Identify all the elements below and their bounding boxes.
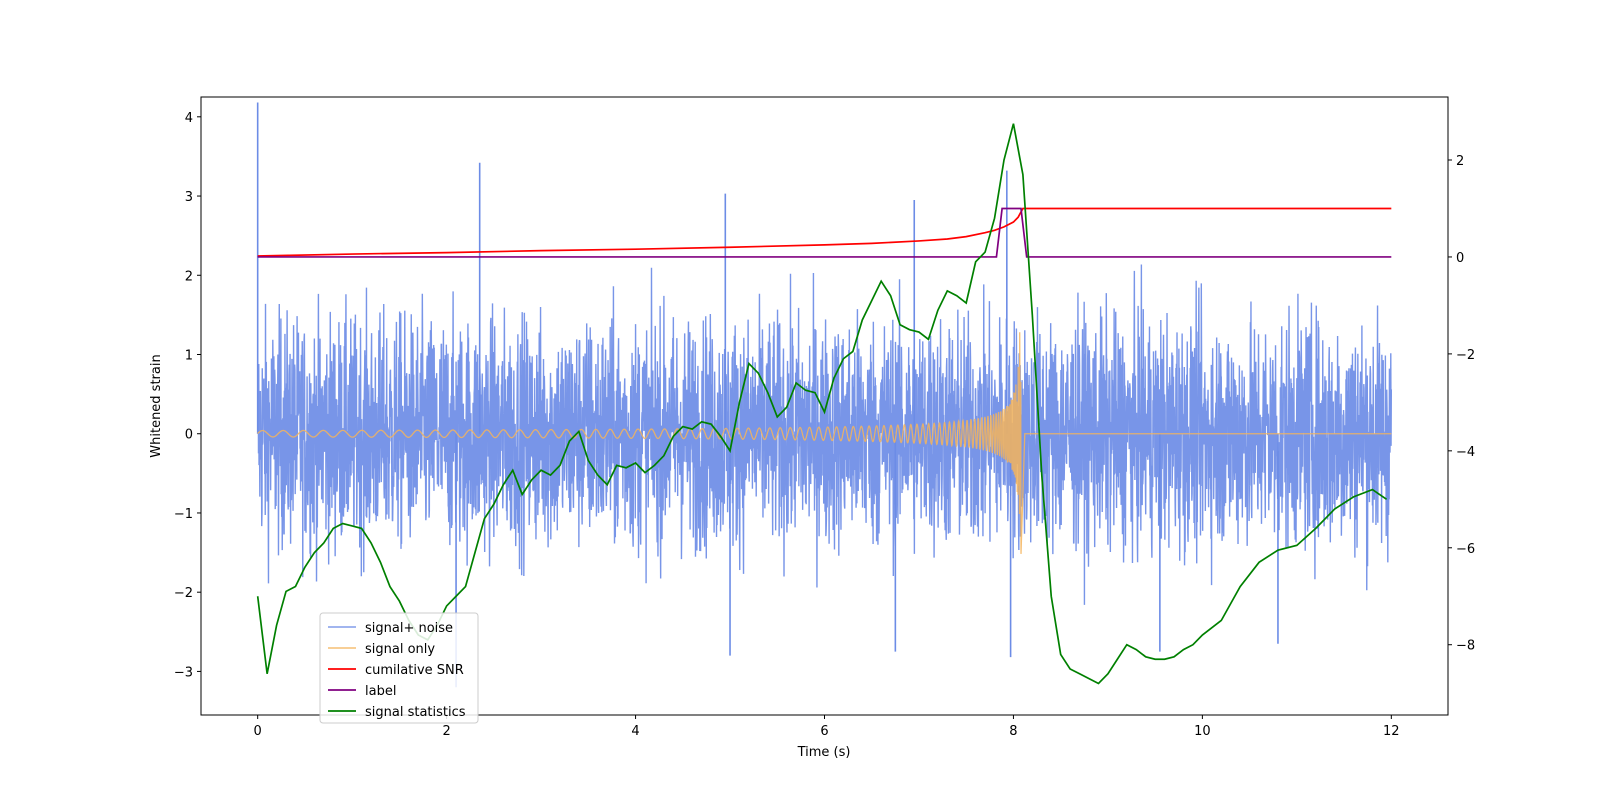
x-tick-label: 12 (1383, 724, 1400, 739)
y-tick-label: 1 (185, 349, 193, 364)
legend-label-cumilative-snr: cumilative SNR (365, 663, 464, 678)
y-tick-label: 0 (185, 428, 193, 443)
y-axis-label: Whitened strain (149, 354, 164, 457)
y2-tick-label: −4 (1456, 445, 1475, 460)
legend-box (319, 612, 479, 724)
y-tick-label: 3 (185, 190, 193, 205)
x-tick-label: 10 (1194, 724, 1211, 739)
y-tick-label: 4 (185, 111, 193, 126)
y-tick-label: 2 (185, 269, 193, 284)
series-cumilative-snr-line (257, 207, 1392, 257)
y-tick-label: −2 (174, 586, 193, 601)
y-tick-label: −1 (174, 507, 193, 522)
x-tick-label: 4 (631, 724, 639, 739)
x-tick-label: 2 (442, 724, 450, 739)
series-signal-noise-line (256, 264, 1393, 605)
y-tick-label: −3 (174, 665, 193, 680)
legend-label-signal-noise: signal+ noise (365, 621, 453, 636)
x-axis-label: Time (s) (797, 745, 851, 760)
y2-tick-label: 2 (1456, 154, 1464, 169)
y2-tick-label: −6 (1456, 542, 1475, 557)
legend-label-signal-statistics: signal statistics (365, 705, 466, 720)
x-tick-label: 6 (820, 724, 828, 739)
legend: signal+ noise signal only cumilative SNR la… (319, 612, 479, 724)
legend-label-signal-only: signal only (365, 642, 435, 657)
x-tick-label: 0 (254, 724, 262, 739)
y2-tick-label: −8 (1456, 639, 1475, 654)
y2-tick-label: −2 (1456, 348, 1475, 363)
legend-label-label: label (365, 684, 396, 699)
series-signal-only-line (257, 332, 1392, 554)
x-tick-label: 8 (1009, 724, 1017, 739)
y2-tick-label: 0 (1456, 251, 1464, 266)
series-label-line (257, 207, 1392, 258)
